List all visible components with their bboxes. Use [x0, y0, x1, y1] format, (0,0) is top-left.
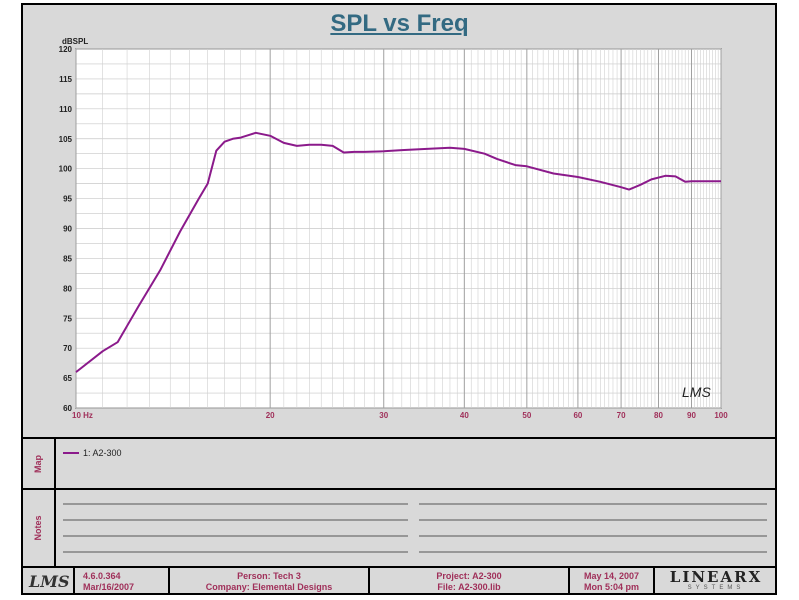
footer-date-cell: May 14, 2007 Mon 5:04 pm	[570, 568, 655, 595]
y-tick-label: 110	[59, 105, 72, 114]
x-tick-label: 50	[522, 411, 531, 420]
y-tick-label: 75	[63, 314, 72, 323]
notes-label: Notes	[32, 515, 43, 541]
y-tick-label: 105	[59, 135, 73, 144]
x-tick-label: 20	[266, 411, 275, 420]
y-tick-label: 60	[63, 404, 72, 413]
notes-lines	[63, 503, 767, 553]
notes-side-label: Notes	[21, 490, 56, 566]
x-tick-label: 100	[714, 411, 728, 420]
company: Company: Elemental Designs	[205, 582, 333, 592]
spl-chart: 60 65 70 75 80 85 90 95 100 105 110 115 120 10 Hz 20 3…	[59, 37, 729, 420]
chart-title: SPL vs Freq	[330, 10, 469, 37]
y-axis-ticks: 60 65 70 75 80 85 90 95 100 105 110 115 120	[59, 45, 73, 413]
project: Project: A2-300	[436, 571, 502, 581]
x-tick-label: 10 Hz	[72, 411, 93, 420]
y-tick-label: 100	[59, 165, 73, 174]
file: File: A2-300.lib	[437, 582, 501, 592]
y-axis-label: dBSPL	[62, 37, 88, 46]
footer: LMS 4.6.0.364 Mar/16/2007 Person: Tech 3…	[21, 566, 777, 595]
x-tick-label: 80	[654, 411, 663, 420]
legend-label: 1: A2-300	[83, 448, 122, 458]
x-tick-label: 70	[617, 411, 626, 420]
x-axis-ticks: 10 Hz 20 30 40 50 60 70 80 90 100	[72, 411, 728, 420]
version-date: Mar/16/2007	[83, 582, 135, 592]
time: Mon 5:04 pm	[583, 582, 639, 592]
brand-logo: LINEARX	[669, 568, 763, 586]
footer-brand-cell: LINEARX SYSTEMS	[655, 568, 777, 595]
version: 4.6.0.364	[83, 571, 121, 581]
footer-person-cell: Person: Tech 3 Company: Elemental Design…	[170, 568, 370, 595]
x-tick-label: 60	[573, 411, 582, 420]
y-tick-label: 115	[59, 75, 72, 84]
footer-logo-cell: LMS	[21, 568, 75, 595]
y-tick-label: 120	[59, 45, 73, 54]
y-tick-label: 65	[63, 374, 72, 383]
footer-project-cell: Project: A2-300 File: A2-300.lib	[370, 568, 570, 595]
y-tick-label: 80	[63, 284, 72, 293]
x-tick-label: 40	[460, 411, 469, 420]
footer-logo: LMS	[29, 572, 70, 591]
y-tick-label: 95	[63, 195, 72, 204]
y-tick-label: 70	[63, 344, 72, 353]
map-panel: Map 1: A2-300	[21, 437, 777, 489]
map-label: Map	[32, 455, 43, 473]
watermark: LMS	[682, 384, 711, 400]
chart-area: 60 65 70 75 80 85 90 95 100 105 110 115 120 10 Hz 20 3…	[59, 37, 729, 420]
y-tick-label: 90	[63, 225, 72, 234]
map-side-label: Map	[21, 439, 56, 489]
notes-panel: Notes	[21, 488, 777, 566]
series-group	[75, 131, 721, 373]
legend-entry: 1: A2-300	[63, 448, 122, 458]
x-tick-label: 90	[687, 411, 696, 420]
legend-swatch	[63, 452, 79, 454]
y-tick-label: 85	[63, 254, 72, 263]
brand-sub: SYSTEMS	[687, 585, 745, 591]
date: May 14, 2007	[583, 571, 640, 581]
x-tick-label: 30	[379, 411, 388, 420]
person: Person: Tech 3	[237, 571, 301, 581]
footer-version-cell: 4.6.0.364 Mar/16/2007	[75, 568, 170, 595]
grid	[75, 48, 722, 409]
series-line	[75, 131, 721, 373]
